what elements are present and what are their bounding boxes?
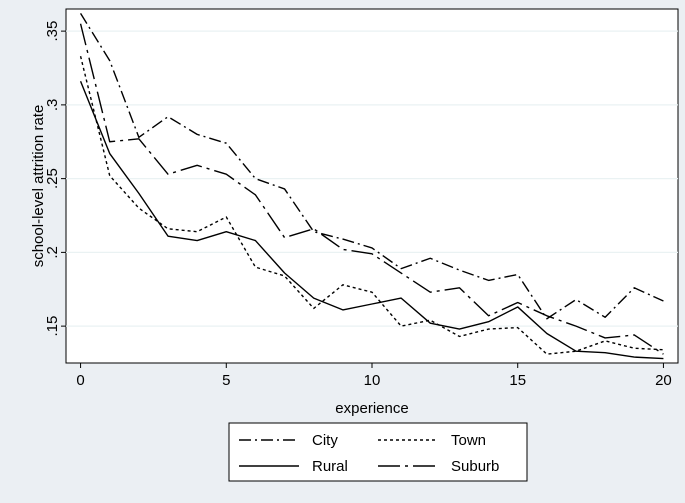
legend: City Town Rural Suburb xyxy=(228,422,528,482)
series-line-rural xyxy=(79,81,664,360)
x-tick-label: 5 xyxy=(222,372,230,389)
legend-label-town: Town xyxy=(451,432,486,449)
x-tick-label: 10 xyxy=(364,372,381,389)
legend-box xyxy=(228,422,528,482)
y-tick-label: .3 xyxy=(44,99,61,112)
legend-label-city: City xyxy=(312,432,338,449)
x-axis-title: experience xyxy=(335,400,408,417)
legend-label-rural: Rural xyxy=(312,458,348,475)
plot-area xyxy=(65,8,679,364)
legend-label-suburb: Suburb xyxy=(451,458,499,475)
y-tick-label: .15 xyxy=(44,316,61,337)
series-line-town xyxy=(79,56,664,355)
y-tick-label: .25 xyxy=(44,168,61,189)
y-tick-label: .2 xyxy=(44,246,61,259)
series-lines xyxy=(79,13,664,360)
x-axis: 0 5 10 15 20 xyxy=(76,363,672,389)
series-line-suburb xyxy=(79,23,664,355)
series-line-city xyxy=(79,13,664,320)
x-tick-label: 20 xyxy=(655,372,672,389)
y-axis: .15 .2 .25 .3 .35 xyxy=(44,21,66,337)
x-tick-label: 0 xyxy=(76,372,84,389)
x-tick-label: 15 xyxy=(509,372,526,389)
y-tick-label: .35 xyxy=(44,21,61,42)
y-axis-title: school-level attrition rate xyxy=(30,105,47,268)
